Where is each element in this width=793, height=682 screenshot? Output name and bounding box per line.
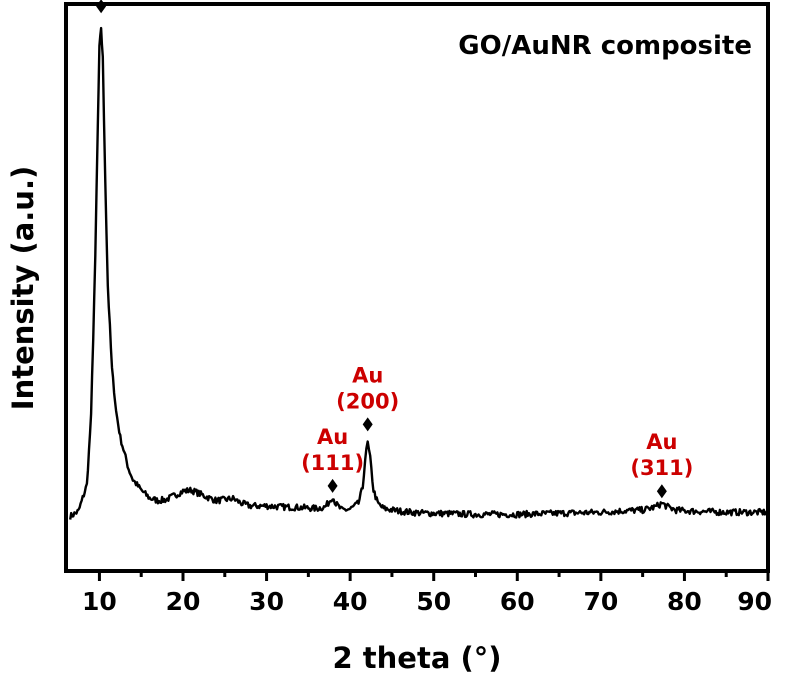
series-line-0	[69, 26, 769, 520]
peak-label-index: (111)	[301, 451, 364, 475]
x-tick-label: 80	[667, 587, 702, 616]
x-tick-label: 70	[583, 587, 618, 616]
peak-label-name: Au	[646, 430, 677, 454]
x-tick-label: 90	[737, 587, 772, 616]
chart-title: GO/AuNR composite	[458, 31, 752, 61]
x-tick-label: 30	[249, 587, 284, 616]
curve-layer	[69, 26, 769, 520]
x-tick-label: 10	[82, 587, 117, 616]
x-tick-label: 60	[500, 587, 535, 616]
x-axis-label: 2 theta (°)	[333, 641, 502, 675]
peak-label-name: Au	[317, 425, 348, 449]
peak-marker-diamond	[327, 478, 338, 493]
peak-marker-diamond	[656, 484, 667, 499]
plot-frame	[64, 2, 770, 573]
x-tick-label: 50	[416, 587, 451, 616]
peak-markers: GO(001)Au(111)Au(200)Au(311)	[96, 0, 693, 499]
peak-label-name: Au	[352, 363, 383, 387]
peak-label-index: (200)	[336, 389, 399, 413]
peak-label-index: (311)	[630, 456, 693, 480]
peak-marker-diamond	[362, 417, 373, 432]
x-axis-ticks: 10 20 30 40 50 60 70 80 90	[82, 571, 772, 616]
x-tick-label: 20	[166, 587, 201, 616]
y-axis-label: Intensity (a.u.)	[6, 166, 40, 410]
peak-marker-diamond	[96, 0, 107, 14]
x-tick-label: 40	[333, 587, 368, 616]
